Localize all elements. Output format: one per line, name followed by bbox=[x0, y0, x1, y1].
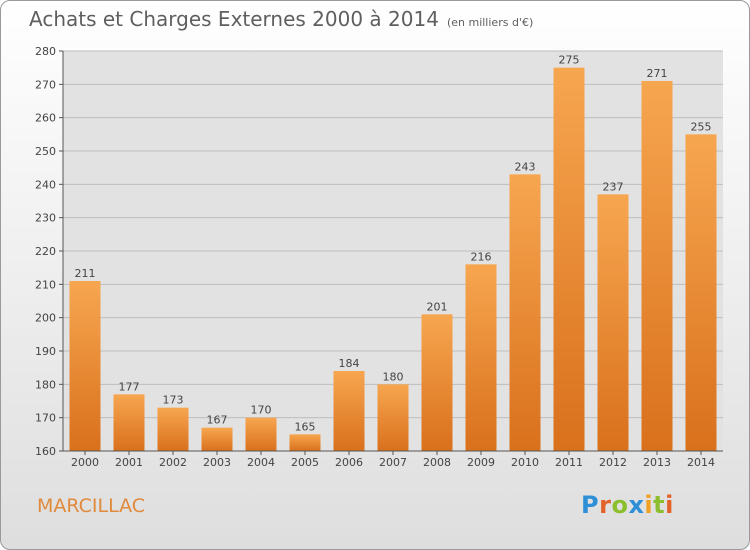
bars: 211 177 173 167 170 165 184 180 201 216 243 275 237 2… bbox=[69, 54, 717, 452]
y-tick-label: 220 bbox=[35, 245, 56, 258]
x-tick-label: 2012 bbox=[599, 456, 627, 469]
y-tick-label: 260 bbox=[35, 112, 56, 125]
x-tick-label: 2004 bbox=[247, 456, 275, 469]
y-tick-label: 190 bbox=[35, 345, 56, 358]
x-tick-label: 2009 bbox=[467, 456, 495, 469]
commune-name: MARCILLAC bbox=[37, 495, 146, 517]
logo-letter: t bbox=[653, 491, 666, 519]
x-tick-label: 2006 bbox=[335, 456, 363, 469]
logo-letter: r bbox=[599, 491, 612, 519]
data-label: 243 bbox=[515, 160, 536, 173]
x-tick-label: 2010 bbox=[511, 456, 539, 469]
x-tick-label: 2002 bbox=[159, 456, 187, 469]
y-tick-label: 280 bbox=[35, 45, 56, 58]
data-label: 201 bbox=[427, 300, 448, 313]
y-tick-label: 180 bbox=[35, 378, 56, 391]
y-tick-label: 160 bbox=[35, 445, 56, 458]
data-label: 275 bbox=[559, 54, 580, 67]
bar bbox=[553, 67, 585, 452]
bar bbox=[69, 281, 101, 451]
unit-label: (en milliers d'€) bbox=[446, 16, 534, 29]
y-tick-label: 170 bbox=[35, 412, 56, 425]
y-tick-label: 240 bbox=[35, 178, 56, 191]
bar bbox=[685, 134, 717, 452]
bar bbox=[377, 384, 409, 451]
bar bbox=[245, 417, 277, 451]
data-label: 173 bbox=[163, 394, 184, 407]
x-axis: 2000 2001 2002 2003 2004 2005 2006 2007 2008 2009… bbox=[63, 450, 723, 469]
y-axis: 160 170 180 190 200 210 220 230 240 250 260 270 280 bbox=[35, 45, 64, 458]
chart-title: Achats et Charges Externes 2000 à 2014 (e… bbox=[29, 7, 533, 31]
data-label: 167 bbox=[207, 414, 228, 427]
logo-letter: x bbox=[628, 491, 645, 519]
title-text: Achats et Charges Externes 2000 à 2014 bbox=[29, 7, 439, 31]
logo-letter: i bbox=[644, 491, 654, 519]
y-tick-label: 270 bbox=[35, 78, 56, 91]
x-tick-label: 2013 bbox=[643, 456, 671, 469]
bar bbox=[421, 314, 453, 451]
data-label: 237 bbox=[603, 180, 624, 193]
x-tick-label: 2001 bbox=[115, 456, 143, 469]
logo-letter: i bbox=[665, 491, 674, 519]
x-tick-label: 2000 bbox=[71, 456, 99, 469]
proxiti-logo: Proxiti bbox=[581, 491, 674, 519]
logo-letter: o bbox=[611, 491, 629, 519]
bar bbox=[465, 264, 497, 451]
data-label: 271 bbox=[647, 67, 668, 80]
bar bbox=[289, 434, 321, 451]
y-tick-label: 250 bbox=[35, 145, 56, 158]
data-label: 165 bbox=[295, 420, 316, 433]
data-label: 255 bbox=[691, 120, 712, 133]
y-tick-label: 230 bbox=[35, 212, 56, 225]
x-tick-label: 2008 bbox=[423, 456, 451, 469]
data-label: 180 bbox=[383, 370, 404, 383]
data-label: 216 bbox=[471, 250, 492, 263]
y-tick-label: 200 bbox=[35, 312, 56, 325]
bar bbox=[333, 371, 365, 451]
data-label: 177 bbox=[119, 380, 140, 393]
x-tick-label: 2011 bbox=[555, 456, 583, 469]
data-label: 170 bbox=[251, 404, 272, 417]
x-tick-label: 2007 bbox=[379, 456, 407, 469]
logo-letter: P bbox=[581, 491, 600, 519]
x-tick-label: 2003 bbox=[203, 456, 231, 469]
bar bbox=[201, 427, 233, 451]
bar bbox=[509, 174, 541, 452]
data-label: 184 bbox=[339, 357, 360, 370]
y-tick-label: 210 bbox=[35, 278, 56, 291]
bar bbox=[641, 81, 673, 451]
data-label: 211 bbox=[75, 267, 96, 280]
bar bbox=[113, 394, 145, 451]
bar bbox=[597, 194, 629, 452]
x-tick-label: 2005 bbox=[291, 456, 319, 469]
bar bbox=[157, 407, 189, 451]
x-tick-label: 2014 bbox=[687, 456, 715, 469]
